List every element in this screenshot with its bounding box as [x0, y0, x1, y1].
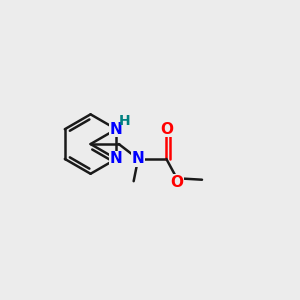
Text: N: N: [110, 152, 123, 166]
Text: N: N: [132, 152, 145, 166]
Text: H: H: [119, 114, 130, 128]
Text: O: O: [170, 175, 183, 190]
Text: O: O: [160, 122, 173, 137]
Text: N: N: [110, 122, 123, 137]
